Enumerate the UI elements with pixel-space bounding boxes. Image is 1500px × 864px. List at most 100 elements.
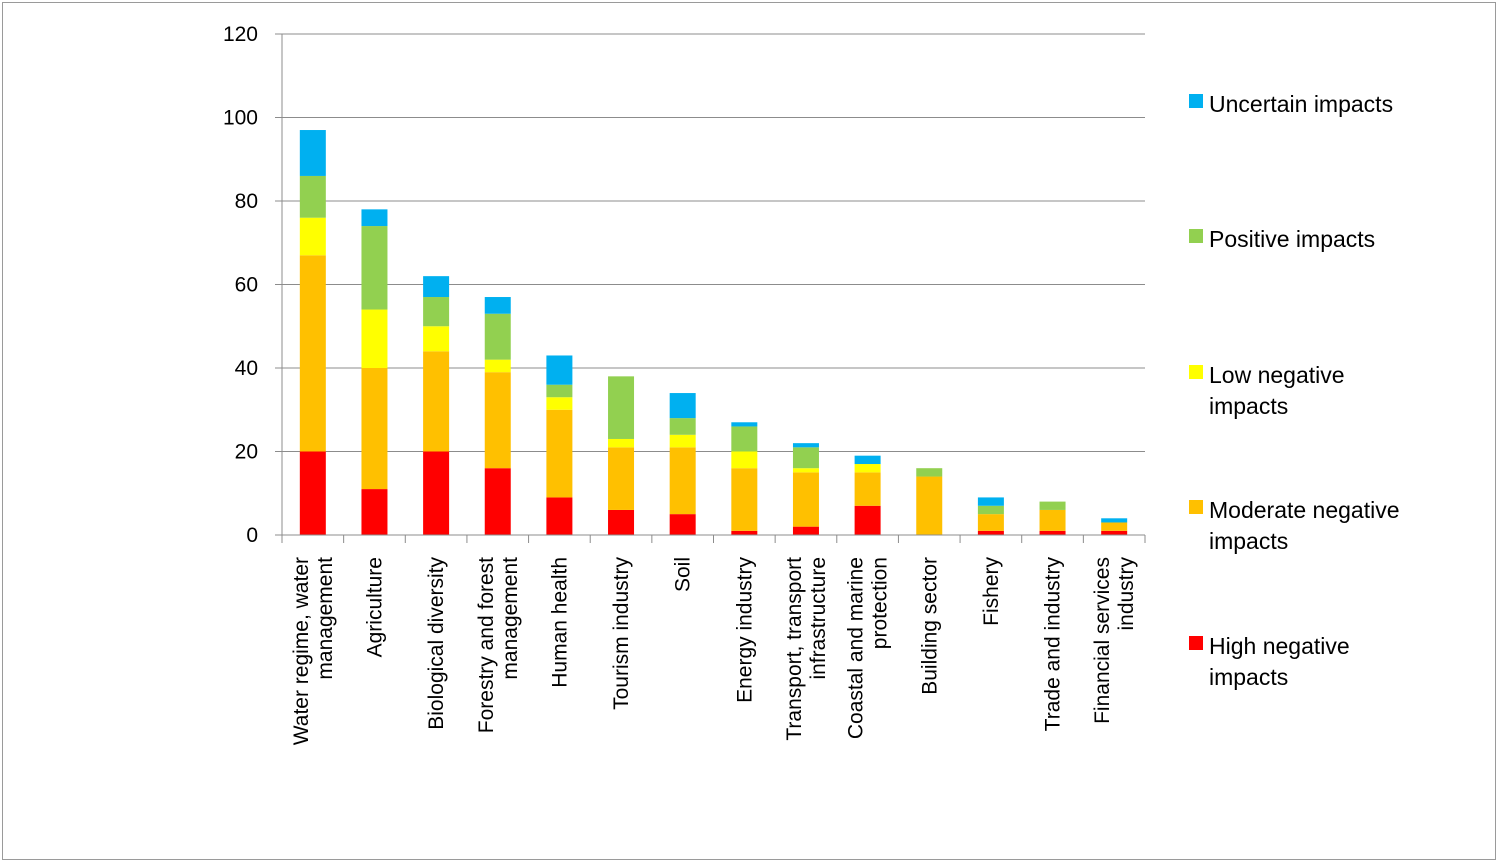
- x-category-label-line: Transport, transport: [783, 557, 806, 741]
- legend-label: High negative impacts: [1209, 633, 1350, 690]
- x-category-label-line: Building sector: [918, 557, 941, 695]
- bar-segment: [792, 447, 819, 469]
- bar-segment: [546, 384, 573, 398]
- bar-segment: [1101, 518, 1128, 523]
- bar-segment: [546, 497, 573, 535]
- legend-label-line: Uncertain impacts: [1209, 91, 1393, 117]
- x-axis-category-labels: Water regime, watermanagement Agriculture…: [290, 557, 1138, 746]
- bar-segment: [977, 514, 1004, 531]
- legend-swatch: [1189, 229, 1203, 243]
- bar-segment: [608, 447, 635, 510]
- bar-segment: [669, 418, 696, 435]
- bar-segment: [361, 226, 388, 310]
- bar-segment: [854, 464, 881, 473]
- x-category-label: Agriculture: [363, 557, 386, 657]
- x-category-label: Human health: [548, 557, 571, 688]
- bar-segment: [361, 489, 388, 535]
- bar-segment: [484, 468, 511, 535]
- legend-swatch: [1189, 365, 1203, 379]
- x-category-label-line: Water regime, water: [290, 557, 313, 745]
- bar-segment: [423, 276, 450, 298]
- y-tick-label: 60: [235, 274, 258, 297]
- bar-segment: [1039, 509, 1066, 531]
- bar-segment: [731, 451, 758, 469]
- bar-segment: [608, 376, 635, 439]
- x-category-label: Trade and industry: [1042, 557, 1065, 732]
- bar-segment: [361, 368, 388, 490]
- legend-label-line: High negative: [1209, 633, 1350, 659]
- bar-segment: [669, 393, 696, 419]
- bar-segment: [854, 455, 881, 465]
- bars: [299, 130, 1128, 535]
- legend-label: Positive impacts: [1209, 226, 1375, 252]
- bar-segment: [977, 497, 1004, 506]
- bar-segment: [792, 443, 819, 448]
- bar-segment: [484, 297, 511, 314]
- bar-segment: [792, 468, 819, 473]
- x-category-label-line: Financial services: [1091, 557, 1114, 724]
- x-category-label-line: infrastructure: [807, 557, 830, 680]
- bar-segment: [361, 209, 388, 227]
- legend-label-line: impacts: [1209, 664, 1288, 690]
- y-tick-label: 120: [223, 23, 258, 46]
- legend-label-line: Positive impacts: [1209, 226, 1375, 252]
- bar-segment: [484, 359, 511, 373]
- legend-label-line: impacts: [1209, 528, 1288, 554]
- x-category-label-line: industry: [1115, 557, 1138, 631]
- bar-segment: [299, 217, 326, 256]
- bar-segment: [546, 397, 573, 410]
- legend-label-line: impacts: [1209, 393, 1288, 419]
- bar-segment: [423, 297, 450, 327]
- bar-segment: [1101, 530, 1128, 535]
- x-category-label-line: Fishery: [980, 557, 1003, 626]
- bar-segment: [977, 505, 1004, 515]
- x-category-label: Soil: [672, 557, 695, 592]
- y-tick-label: 100: [223, 107, 258, 130]
- x-category-label-line: Soil: [672, 557, 695, 592]
- bar-segment: [608, 509, 635, 535]
- x-category-label: Financial servicesindustry: [1091, 557, 1138, 724]
- x-category-label-line: Forestry and forest: [475, 557, 498, 733]
- bar-segment: [669, 434, 696, 448]
- legend-swatch: [1189, 636, 1203, 650]
- bar-segment: [423, 326, 450, 352]
- x-category-label: Tourism industry: [610, 557, 633, 710]
- x-category-label-line: Energy industry: [733, 557, 756, 703]
- bar-segment: [916, 476, 943, 535]
- bar-segment: [731, 422, 758, 427]
- x-category-label-line: Coastal and marine: [845, 557, 868, 739]
- bar-segment: [299, 175, 326, 218]
- bar-segment: [423, 451, 450, 535]
- bar-segment: [731, 468, 758, 531]
- bar-segment: [669, 447, 696, 515]
- bar-segment: [299, 451, 326, 535]
- y-tick-label: 40: [235, 357, 258, 380]
- x-category-label-line: Human health: [548, 557, 571, 688]
- legend-label: Moderate negative impacts: [1209, 497, 1400, 554]
- legend-label: Low negative impacts: [1209, 362, 1345, 419]
- bar-segment: [546, 409, 573, 498]
- bar-segment: [731, 426, 758, 452]
- bar-segment: [792, 526, 819, 535]
- bar-segment: [669, 514, 696, 535]
- legend-swatch: [1189, 94, 1203, 108]
- x-category-label: Forestry and forestmanagement: [475, 557, 522, 733]
- bar-segment: [1039, 501, 1066, 510]
- y-tick-label: 20: [235, 441, 258, 464]
- x-category-label-line: management: [314, 557, 337, 680]
- x-axis-tick-marks: [281, 535, 1146, 543]
- bar-segment: [854, 472, 881, 506]
- bar-segment: [299, 130, 326, 176]
- x-category-label: Water regime, watermanagement: [290, 557, 337, 745]
- bar-segment: [546, 355, 573, 385]
- bar-segment: [854, 505, 881, 535]
- bar-segment: [1039, 530, 1066, 535]
- x-category-label-line: protection: [869, 557, 892, 649]
- x-category-label: Biological diversity: [425, 557, 448, 730]
- x-category-label-line: Agriculture: [363, 557, 386, 657]
- bar-segment: [608, 438, 635, 448]
- bar-segment: [484, 313, 511, 360]
- x-category-label: Fishery: [980, 557, 1003, 626]
- bar-segment: [792, 472, 819, 527]
